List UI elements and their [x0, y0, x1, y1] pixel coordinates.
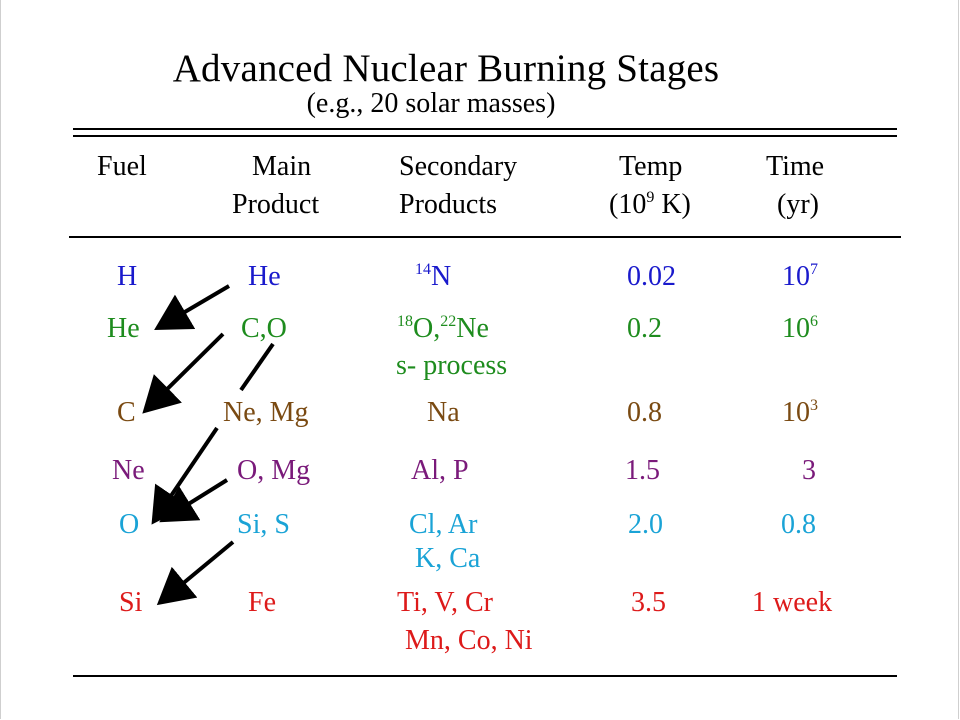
top-rule-1	[73, 128, 897, 130]
row-c-fuel: C	[117, 397, 136, 428]
arrow-o-to-o-from-co	[239, 342, 275, 392]
row-o-secondary-line2: K, Ca	[415, 543, 481, 574]
row-c-time: 103	[782, 397, 818, 428]
arrow-si-to-si	[156, 540, 235, 606]
row-h-secondary: 14N	[415, 261, 452, 292]
row-ne-time: 3	[802, 455, 816, 486]
header-temp-line1: Temp	[619, 151, 683, 182]
row-si-temp: 3.5	[631, 587, 666, 618]
row-h-temp: 0.02	[627, 261, 676, 292]
row-he-time: 106	[782, 313, 818, 344]
row-he-temp: 0.2	[627, 313, 662, 344]
slide-title: Advanced Nuclear Burning Stages	[172, 47, 720, 90]
row-o-time: 0.8	[781, 509, 816, 540]
row-c-temp: 0.8	[627, 397, 662, 428]
row-he-secondary: 18O,22Ne	[397, 313, 489, 344]
row-si-secondary: Ti, V, Cr	[397, 587, 494, 618]
row-ne-main: O, Mg	[237, 455, 311, 486]
row-h-main: He	[248, 261, 281, 292]
header-secondary-line1: Secondary	[399, 151, 518, 182]
row-o-fuel: O	[119, 509, 140, 540]
header-rule	[69, 236, 901, 238]
header-time-line1: Time	[766, 151, 825, 182]
row-o-main: Si, S	[237, 509, 290, 540]
row-o-secondary: Cl, Ar	[409, 509, 478, 540]
row-he-secondary-line2: s- process	[396, 350, 508, 381]
header-time-line2: (yr)	[777, 189, 819, 220]
arrow-c-to-c	[142, 332, 225, 414]
row-si-main: Fe	[248, 587, 276, 618]
row-he-main: C,O	[241, 313, 287, 344]
arrow-he-to-he	[154, 284, 231, 331]
slide-subtitle: (e.g., 20 solar masses)	[306, 88, 556, 119]
row-ne-temp: 1.5	[625, 455, 660, 486]
row-ne-fuel: Ne	[112, 455, 145, 486]
header-main-product-line1: Main	[252, 151, 312, 182]
header-secondary-line2: Products	[399, 189, 497, 220]
row-si-time: 1 week	[752, 587, 833, 618]
row-si-fuel: Si	[119, 587, 143, 618]
arrow-o-mg-to-o	[159, 478, 229, 523]
row-c-secondary: Na	[427, 397, 460, 428]
row-h-time: 107	[782, 261, 818, 292]
row-h-fuel: H	[117, 261, 138, 292]
row-ne-secondary: Al, P	[411, 455, 469, 486]
header-main-product-line2: Product	[232, 189, 320, 220]
row-o-temp: 2.0	[628, 509, 663, 540]
bottom-rule	[73, 675, 897, 677]
row-c-main: Ne, Mg	[223, 397, 309, 428]
row-he-fuel: He	[107, 313, 140, 344]
top-rule-2	[73, 135, 897, 137]
header-fuel: Fuel	[97, 151, 147, 182]
header-temp-line2: (109 K)	[609, 189, 691, 220]
row-si-secondary-line2: Mn, Co, Ni	[405, 625, 533, 656]
